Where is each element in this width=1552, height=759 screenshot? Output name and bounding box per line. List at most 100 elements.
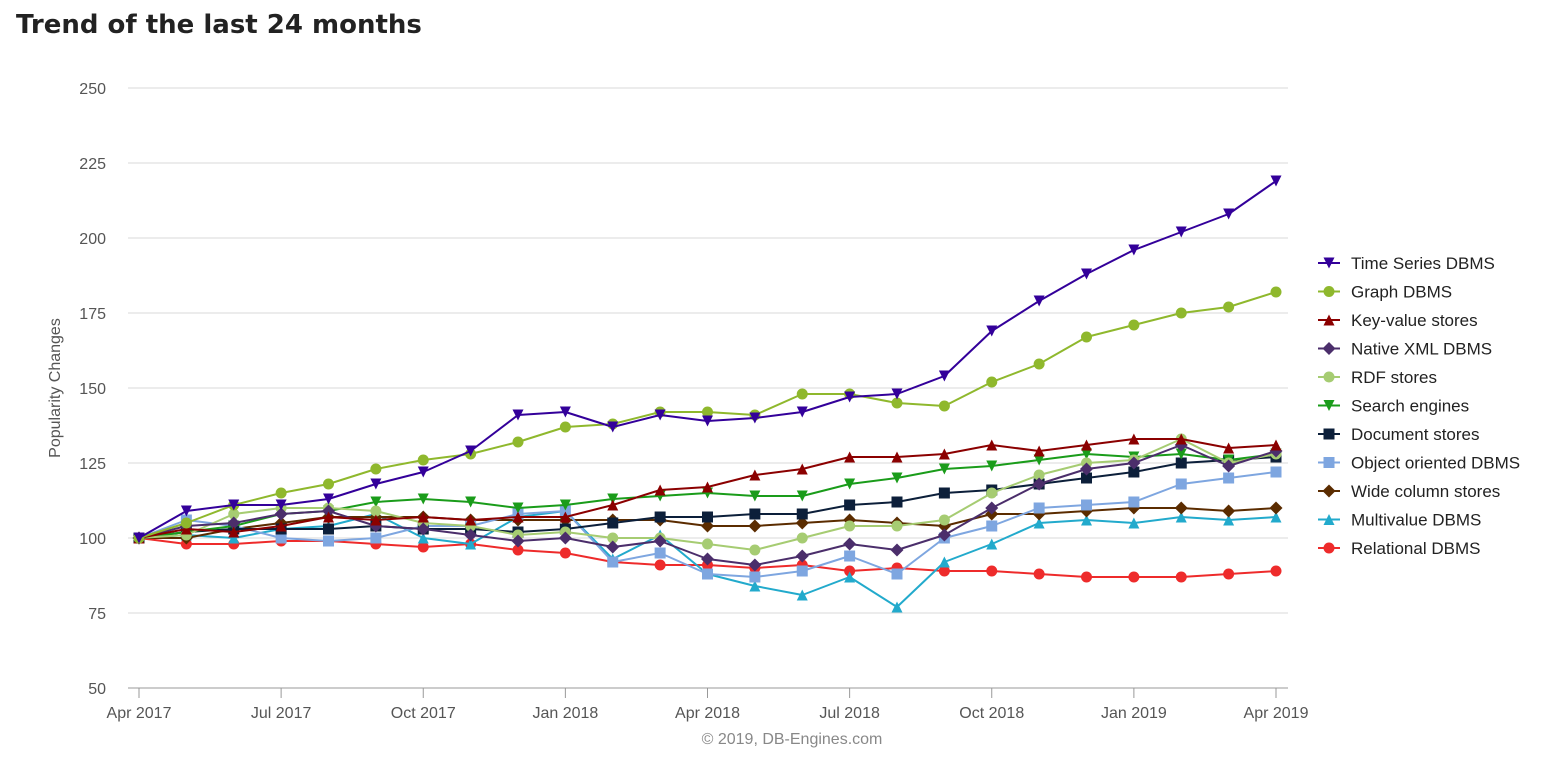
data-point bbox=[180, 523, 192, 535]
data-point bbox=[1033, 358, 1045, 370]
data-point bbox=[749, 571, 761, 583]
data-point bbox=[654, 484, 666, 496]
data-point bbox=[796, 565, 808, 577]
data-point bbox=[275, 532, 287, 544]
legend-label: Object oriented DBMS bbox=[1351, 454, 1520, 473]
data-point bbox=[1223, 472, 1235, 484]
x-tick-label: Jan 2019 bbox=[1101, 705, 1167, 722]
data-point bbox=[465, 514, 477, 526]
x-tick-label: Jul 2017 bbox=[251, 705, 312, 722]
data-point bbox=[796, 508, 808, 520]
data-point bbox=[370, 463, 382, 475]
series-graph-dbms bbox=[133, 286, 1282, 544]
data-point bbox=[796, 463, 808, 475]
legend-marker bbox=[1322, 342, 1336, 355]
data-point bbox=[891, 601, 903, 613]
data-point bbox=[1033, 502, 1045, 514]
data-point bbox=[1033, 445, 1045, 457]
credits-text: © 2019, DB-Engines.com bbox=[702, 731, 883, 748]
data-point bbox=[416, 522, 430, 536]
data-point bbox=[1081, 331, 1092, 343]
data-point bbox=[844, 571, 856, 583]
data-point bbox=[796, 388, 808, 400]
data-point bbox=[1033, 295, 1045, 307]
data-point bbox=[465, 538, 477, 550]
data-point bbox=[558, 531, 572, 545]
data-point bbox=[228, 508, 240, 520]
legend-marker bbox=[1323, 314, 1335, 326]
x-tick-label: Jan 2018 bbox=[532, 705, 598, 722]
data-point bbox=[986, 520, 998, 532]
data-point bbox=[607, 499, 619, 511]
data-point bbox=[1128, 496, 1140, 508]
data-point bbox=[844, 565, 856, 577]
data-point bbox=[464, 528, 478, 542]
legend-marker bbox=[1323, 286, 1335, 297]
data-point bbox=[653, 534, 667, 548]
data-point bbox=[512, 436, 524, 448]
data-point bbox=[1081, 514, 1092, 526]
data-point bbox=[796, 490, 808, 502]
data-point bbox=[702, 481, 713, 493]
data-point bbox=[844, 520, 856, 532]
data-point bbox=[749, 508, 761, 520]
series-time-series-dbms bbox=[133, 175, 1282, 544]
data-point bbox=[323, 493, 334, 505]
data-point bbox=[701, 552, 714, 566]
data-point bbox=[796, 589, 808, 601]
data-point bbox=[891, 520, 903, 532]
x-tick-label: Oct 2017 bbox=[391, 705, 456, 722]
y-tick-label: 225 bbox=[79, 156, 106, 173]
legend-label: Wide column stores bbox=[1351, 482, 1500, 501]
data-point bbox=[1175, 433, 1187, 445]
data-point bbox=[607, 493, 619, 505]
legend: Time Series DBMS Graph DBMS Key-value stor… bbox=[1318, 254, 1520, 558]
data-point bbox=[512, 511, 524, 523]
chart-title: Trend of the last 24 months bbox=[16, 10, 422, 40]
data-point bbox=[986, 538, 998, 550]
data-point bbox=[1081, 439, 1092, 451]
data-point bbox=[1081, 448, 1092, 460]
data-point bbox=[512, 409, 524, 421]
data-point bbox=[417, 466, 429, 478]
legend-item: RDF stores bbox=[1318, 368, 1437, 387]
data-point bbox=[702, 511, 713, 523]
data-point bbox=[1127, 456, 1141, 470]
data-point bbox=[844, 478, 856, 490]
y-tick-label: 50 bbox=[88, 681, 106, 698]
data-point bbox=[1175, 226, 1187, 238]
x-tick-label: Apr 2017 bbox=[107, 705, 172, 722]
data-point bbox=[607, 532, 619, 544]
data-point bbox=[986, 487, 998, 499]
data-point bbox=[1175, 457, 1187, 469]
series-key-value-stores bbox=[133, 433, 1282, 544]
data-point bbox=[1270, 466, 1282, 478]
data-point bbox=[795, 516, 809, 530]
data-point bbox=[985, 501, 999, 515]
y-tick-label: 175 bbox=[79, 306, 106, 323]
legend-item: Object oriented DBMS bbox=[1318, 454, 1520, 473]
data-point bbox=[1223, 514, 1235, 526]
data-point bbox=[559, 406, 571, 418]
data-point bbox=[465, 496, 477, 508]
data-point bbox=[228, 526, 240, 538]
data-point bbox=[654, 547, 666, 559]
data-point bbox=[1128, 319, 1140, 331]
data-point bbox=[559, 505, 571, 517]
data-point bbox=[228, 532, 240, 544]
legend-marker bbox=[1322, 484, 1336, 498]
data-point bbox=[702, 415, 713, 427]
legend-item: Graph DBMS bbox=[1318, 283, 1452, 302]
data-point bbox=[844, 499, 856, 511]
data-point bbox=[654, 409, 666, 421]
data-point bbox=[891, 496, 903, 508]
data-point bbox=[1081, 268, 1092, 280]
y-tick-label: 125 bbox=[79, 456, 106, 473]
data-point bbox=[938, 400, 950, 412]
data-point bbox=[559, 499, 571, 511]
legend-marker bbox=[1323, 457, 1335, 468]
data-point bbox=[1175, 478, 1187, 490]
legend-marker bbox=[1323, 428, 1335, 440]
data-point bbox=[606, 540, 620, 554]
data-point bbox=[370, 496, 382, 508]
